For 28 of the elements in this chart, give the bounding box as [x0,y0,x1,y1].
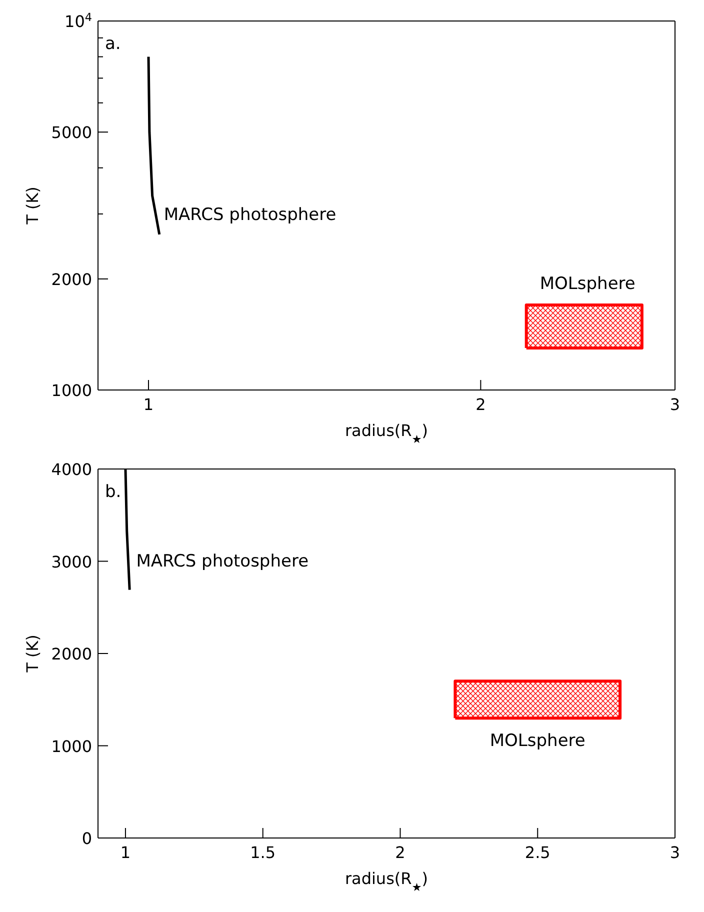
y-tick-label: 0 [82,829,92,848]
y-tick-label: 2000 [51,644,92,664]
y-tick-label: 3000 [51,552,92,572]
y-tick-label: 5000 [51,123,92,142]
x-tick-label: 1 [143,395,154,414]
series-label: MOLsphere [490,731,586,752]
x-axis-title: radius(R$_{★}$) [344,869,428,894]
y-tick-label: 1000 [51,736,92,756]
annotation: a. [105,34,121,54]
y-tick-label: 4000 [51,460,92,479]
y-axis-title: T (K) [23,634,42,674]
x-tick-label: 3 [670,843,680,862]
series-label: MARCS photosphere [136,551,309,572]
x-tick-label: 2 [476,395,486,414]
x-tick-label: 1.5 [250,843,276,862]
x-tick-label: 2.5 [524,843,550,862]
y-tick-label: 1000 [51,381,92,400]
y-tick-label: 2000 [51,270,92,289]
x-axis-title: radius(R$_{★}$) [344,421,428,446]
y-tick-label: 10$^{4}$ [64,10,92,31]
series-label: MARCS photosphere [164,204,336,225]
x-tick-label: 2 [395,843,406,862]
y-axis-title: T (K) [23,186,42,226]
x-tick-label: 1 [120,843,131,862]
x-tick-label: 3 [670,395,680,414]
series-label: MOLsphere [540,274,636,294]
annotation: b. [105,482,122,502]
line-series [147,56,161,236]
